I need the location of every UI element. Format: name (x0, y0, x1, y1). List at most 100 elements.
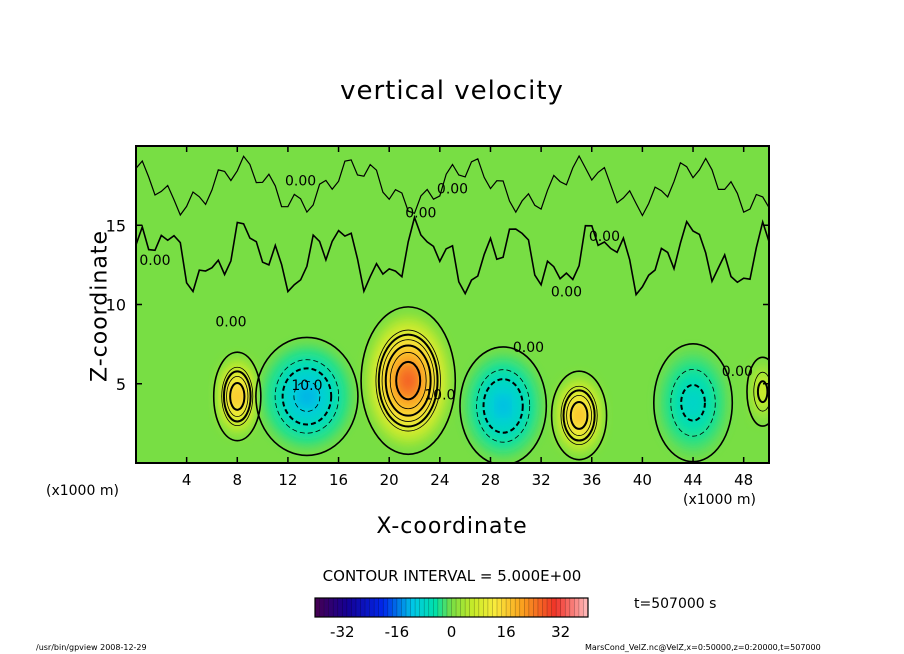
colorbar-segment-50 (537, 598, 543, 617)
x-tick-label-36: 36 (582, 471, 601, 489)
contour-interval-label: CONTOUR INTERVAL = 5.000E+00 (322, 567, 582, 585)
colorbar-segment-51 (542, 598, 548, 617)
y-tick-label-10: 10 (106, 296, 126, 315)
contour-label-1: 0.00 (139, 253, 170, 269)
contour-ring-group-2 (255, 336, 359, 457)
colorbar-segment-17 (387, 598, 393, 617)
upper-zero-contour (136, 214, 769, 297)
colorbar-segment-15 (378, 598, 384, 617)
heat-cell-7 (749, 361, 769, 422)
colorbar-segment-45 (515, 598, 521, 617)
colorbar-segment-47 (524, 598, 530, 617)
x-tick-label-24: 24 (430, 471, 449, 489)
colorbar-segment-48 (528, 598, 534, 617)
colorbar-tick-label--16: -16 (385, 623, 410, 641)
heat-cell-3-level-6 (401, 369, 416, 392)
contour-ring-2-2 (281, 367, 333, 426)
contour-ring-6-2 (680, 383, 706, 422)
contour-ring-2-1 (274, 359, 340, 434)
x-tick-label-28: 28 (481, 471, 500, 489)
colorbar-segment-43 (506, 598, 511, 617)
contour-label-3: 10.0 (291, 378, 322, 394)
colorbar-segment-25 (424, 598, 430, 617)
contour-label-2: 0.00 (215, 315, 246, 331)
contour-ring-group-5 (550, 370, 608, 461)
colorbar-segment-27 (433, 598, 439, 617)
contour-label-10: 0.00 (589, 229, 620, 245)
colorbar-segment-36 (474, 598, 480, 617)
heat-cell-5-level-6 (575, 409, 584, 422)
contour-ring-3-4 (384, 344, 432, 417)
y-tick-label-5: 5 (116, 375, 126, 394)
contour-label-layer: 0.000.0010.00.000.000.0010.00.000.000.00… (139, 174, 753, 404)
time-label: t=507000 s (634, 596, 717, 612)
colorbar-segment-9 (351, 598, 357, 617)
colorbar-segment-42 (501, 598, 507, 617)
colorbar-segment-13 (369, 598, 375, 617)
colorbar-segment-29 (442, 598, 448, 617)
colorbar-segment-32 (456, 598, 461, 617)
colorbar-segment-58 (574, 598, 580, 617)
heat-cell-5 (555, 376, 604, 454)
zero-contour-5 (550, 370, 608, 461)
contour-ring-5-2 (562, 389, 596, 442)
x-unit-right: (x1000 m) (683, 492, 756, 508)
colorbar-segment-3 (324, 598, 329, 617)
y-axis-label: Z-coordinate (87, 230, 113, 382)
heat-cell-4-level-6 (496, 397, 510, 415)
colorbar-segment-31 (451, 598, 457, 617)
contour-ring-5-3 (566, 394, 592, 436)
contour-label-8: 0.00 (513, 340, 544, 356)
contour-label-6: 0.00 (437, 182, 468, 198)
heat-cell-7-level-6 (760, 386, 765, 397)
contour-ring-7-1 (753, 371, 769, 412)
colorbar-segment-40 (492, 598, 498, 617)
colorbar-tick-label-16: 16 (497, 623, 516, 641)
heat-cell-6-level-6 (687, 394, 699, 412)
y-tick-label-15: 15 (106, 216, 126, 235)
colorbar-segment-37 (478, 598, 484, 617)
y-axis-ticks: 5 10 15 (106, 216, 769, 394)
heat-cell-1-level-6 (233, 390, 241, 403)
contour-label-11: 0.00 (722, 364, 753, 380)
colorbar-segment-18 (392, 598, 398, 617)
x-tick-label-4: 4 (182, 471, 192, 489)
contour-ring-3-5 (389, 352, 427, 410)
colorbar-segment-14 (374, 598, 379, 617)
contour-ring-4-1 (476, 369, 531, 443)
contour-ring-1-4 (229, 382, 246, 411)
contour-ring-group-3 (360, 306, 457, 456)
colorbar-tick-label-0: 0 (447, 623, 457, 641)
footer-source: MarsCond_VelZ.nc@VelZ,x=0:50000,z=0:2000… (585, 643, 821, 652)
x-tick-label-16: 16 (329, 471, 348, 489)
heat-cell-2 (262, 345, 352, 448)
x-tick-label-12: 12 (278, 471, 297, 489)
colorbar-segment-39 (487, 598, 493, 617)
colorbar-segment-38 (483, 598, 489, 617)
colorbar-tick-label--32: -32 (330, 623, 355, 641)
x-tick-label-20: 20 (380, 471, 399, 489)
colorbar-segment-44 (510, 598, 516, 617)
colorbar-segment-10 (355, 598, 361, 617)
zero-contour-1 (212, 351, 262, 442)
contour-ring-3-1 (375, 329, 441, 432)
contour-ring-group-1 (212, 351, 262, 442)
colorbar-segment-6 (337, 598, 343, 617)
colorbar-segment-35 (469, 598, 475, 617)
x-tick-label-44: 44 (683, 471, 702, 489)
contour-ring-1-3 (226, 375, 249, 417)
contour-ring-5-1 (560, 385, 598, 446)
contour-ring-2-3 (293, 381, 321, 412)
colorbar-segment-5 (333, 598, 339, 617)
contour-ring-5-4 (569, 401, 589, 430)
zero-contour-2 (255, 336, 359, 457)
contour-label-5: 0.00 (405, 205, 436, 221)
top-zero-contour (136, 154, 769, 217)
x-tick-label-8: 8 (233, 471, 243, 489)
colorbar-segment-41 (497, 598, 502, 617)
x-tick-label-48: 48 (734, 471, 753, 489)
colorbar-segment-52 (547, 598, 552, 617)
colorbar-segment-20 (401, 598, 407, 617)
heat-cell-2-level-6 (299, 387, 315, 405)
